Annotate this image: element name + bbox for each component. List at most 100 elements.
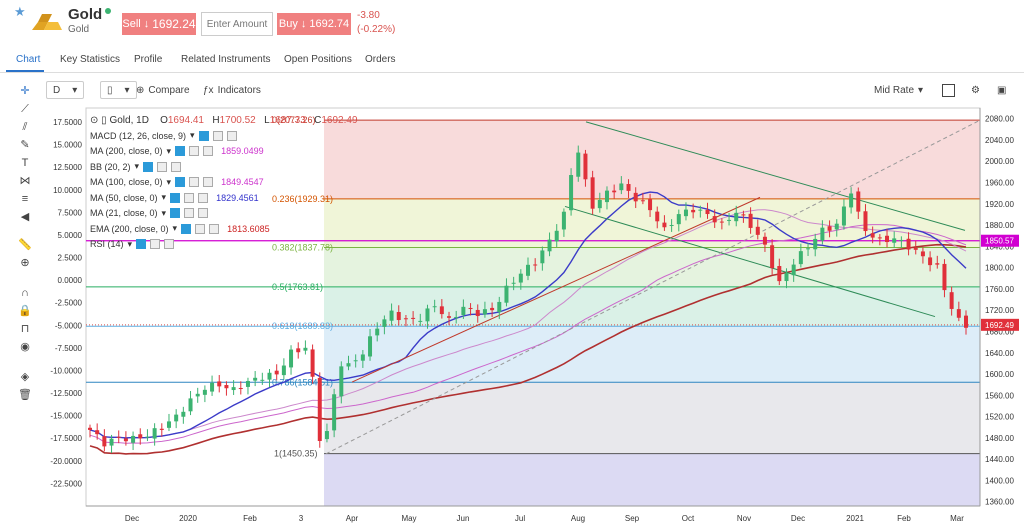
- crosshair-icon[interactable]: ✛: [20, 85, 30, 97]
- settings-icon[interactable]: [195, 223, 206, 234]
- ruler-icon[interactable]: 📏: [18, 239, 32, 251]
- lock-drawings-icon[interactable]: 🔒: [18, 305, 32, 317]
- indicator-legend-row[interactable]: MACD (12, 26, close, 9) ▾: [90, 130, 237, 141]
- sell-button[interactable]: Sell ↓ 1692.24: [122, 13, 196, 35]
- layers-icon[interactable]: ◈: [20, 371, 30, 383]
- candle-body: [418, 320, 423, 322]
- fib-retracement-icon[interactable]: ≡: [21, 193, 29, 205]
- eye-icon[interactable]: [170, 192, 181, 203]
- close-icon[interactable]: [164, 239, 175, 249]
- fib-zone: [324, 247, 980, 287]
- settings-icon[interactable]: [150, 239, 161, 249]
- indicator-name: EMA (200, close, 0): [90, 223, 169, 234]
- indicator-legend-row[interactable]: MA (200, close, 0) ▾ 1859.0499: [90, 146, 264, 157]
- close-icon[interactable]: [209, 223, 220, 234]
- close-icon[interactable]: [171, 161, 182, 172]
- chevron-down-icon[interactable]: ▾: [161, 192, 167, 202]
- chevron-down-icon[interactable]: ▾: [166, 145, 172, 156]
- candle-body: [612, 190, 617, 193]
- candle-body: [475, 309, 480, 317]
- settings-icon[interactable]: [189, 177, 200, 187]
- close-icon[interactable]: [203, 177, 214, 187]
- indicators-button[interactable]: ƒx Indicators: [203, 82, 261, 98]
- right-axis-tick: 1600.00: [985, 370, 1014, 379]
- parallel-lines-icon[interactable]: ⫽: [22, 121, 28, 133]
- close-icon[interactable]: [226, 130, 237, 141]
- eye-icon[interactable]: [170, 208, 181, 218]
- eye-icon[interactable]: ◉: [20, 341, 30, 353]
- settings-icon[interactable]: [184, 208, 195, 218]
- eye-icon[interactable]: [175, 177, 186, 187]
- trend-line-icon[interactable]: ⟋: [21, 103, 29, 115]
- chevron-down-icon[interactable]: ▾: [172, 223, 178, 233]
- eye-icon[interactable]: [143, 161, 154, 172]
- left-axis-tick: -5.0000: [55, 321, 83, 330]
- candle-body: [877, 237, 882, 239]
- unlock-icon[interactable]: ⊓: [20, 323, 30, 335]
- settings-button[interactable]: ⚙: [971, 82, 980, 98]
- fib-level-label: 0.618(1689.83): [272, 321, 333, 331]
- eye-icon[interactable]: [136, 239, 147, 249]
- candle-body: [518, 273, 523, 283]
- text-tool-icon[interactable]: T: [21, 157, 29, 169]
- close-icon[interactable]: [198, 208, 209, 218]
- change-value: -3.80: [357, 10, 380, 21]
- ema-200-line: [89, 243, 967, 455]
- indicator-legend-row[interactable]: MA (100, close, 0) ▾ 1849.4547: [90, 177, 264, 188]
- zoom-in-icon[interactable]: ⊕: [20, 257, 30, 269]
- close-icon[interactable]: [198, 192, 209, 203]
- settings-icon[interactable]: [184, 192, 195, 203]
- right-axis-tick: 1960.00: [985, 178, 1014, 187]
- close-icon[interactable]: [203, 146, 214, 156]
- tab-open-positions[interactable]: Open Positions: [284, 54, 352, 65]
- tab-key-statistics[interactable]: Key Statistics: [60, 54, 121, 65]
- trash-icon[interactable]: 🗑: [18, 389, 32, 401]
- interval-select[interactable]: D ▾: [46, 81, 85, 99]
- indicator-legend-row[interactable]: BB (20, 2) ▾: [90, 161, 182, 172]
- candle-body: [454, 316, 459, 318]
- chevron-down-icon[interactable]: ▾: [166, 176, 172, 187]
- candle-body: [102, 436, 107, 447]
- tab-orders[interactable]: Orders: [365, 54, 396, 65]
- indicator-legend-row[interactable]: MA (21, close, 0) ▾: [90, 207, 209, 219]
- settings-icon[interactable]: [157, 161, 168, 172]
- eye-icon[interactable]: [181, 223, 192, 234]
- candle-body: [569, 175, 574, 211]
- compare-button[interactable]: ⊕ Compare: [136, 82, 190, 98]
- favorite-star-icon[interactable]: ★: [14, 4, 26, 19]
- chevron-down-icon[interactable]: ▾: [190, 130, 195, 140]
- brush-icon[interactable]: ✎: [20, 139, 30, 151]
- x-axis-tick: Feb: [243, 514, 257, 523]
- chart-type-select[interactable]: ▯ ▾: [100, 81, 137, 99]
- indicator-legend-row[interactable]: MA (50, close, 0) ▾ 1829.4561: [90, 192, 259, 203]
- ma-50-line: [89, 191, 967, 439]
- candle-body: [791, 264, 796, 276]
- fullscreen-button[interactable]: [942, 82, 955, 98]
- chevron-down-icon[interactable]: ▾: [127, 238, 133, 249]
- x-axis-tick: Aug: [571, 514, 585, 523]
- pattern-icon[interactable]: ⋈: [19, 175, 31, 187]
- tab-related-instruments[interactable]: Related Instruments: [181, 54, 271, 65]
- eye-icon[interactable]: [175, 146, 186, 156]
- left-axis-tick: 2.5000: [58, 254, 83, 263]
- eye-icon[interactable]: [198, 130, 209, 141]
- tab-profile[interactable]: Profile: [134, 54, 163, 65]
- camera-button[interactable]: ▣: [997, 82, 1006, 98]
- back-arrow-icon[interactable]: ◀: [20, 211, 30, 223]
- settings-icon[interactable]: [212, 130, 223, 141]
- indicator-legend-row[interactable]: EMA (200, close, 0) ▾ 1813.6085: [90, 223, 270, 234]
- indicator-legend-row[interactable]: RSI (14) ▾: [90, 238, 175, 250]
- candle-body: [820, 227, 825, 241]
- chevron-down-icon[interactable]: ▾: [134, 161, 140, 171]
- amount-input[interactable]: Enter Amount: [201, 12, 273, 36]
- price-type-select[interactable]: Mid Rate ▾: [874, 82, 923, 98]
- collapse-legend-icon[interactable]: ⊙: [90, 115, 99, 126]
- settings-icon[interactable]: [189, 146, 200, 156]
- tab-chart[interactable]: Chart: [16, 54, 41, 65]
- candle-body: [447, 316, 452, 318]
- chevron-down-icon[interactable]: ▾: [161, 207, 167, 218]
- left-axis-tick: -22.5000: [50, 479, 82, 488]
- buy-button[interactable]: Buy ↓ 1692.74: [277, 13, 351, 35]
- magnet-icon[interactable]: ∩: [21, 287, 29, 299]
